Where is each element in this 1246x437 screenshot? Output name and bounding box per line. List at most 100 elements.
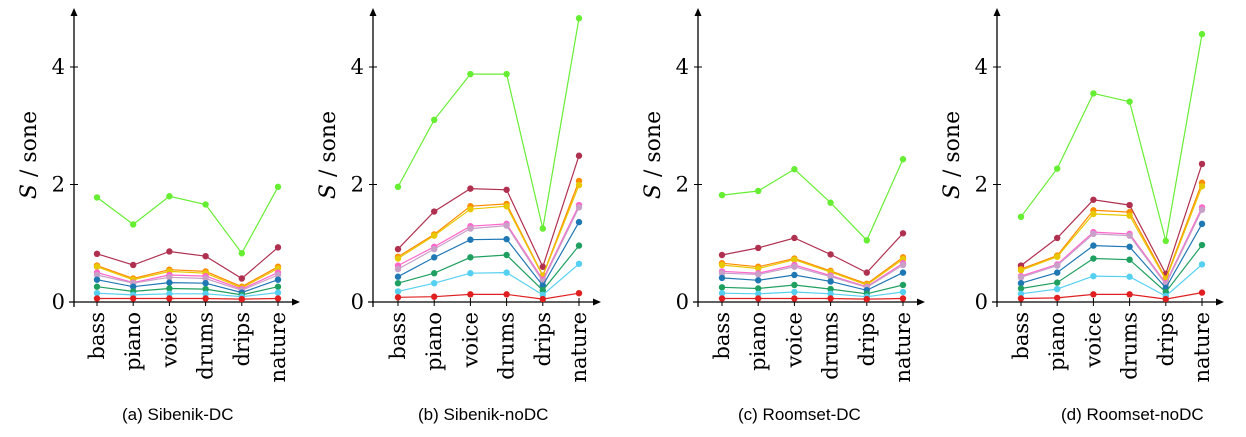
series-line-5 [1020, 209, 1203, 286]
data-point [467, 205, 474, 213]
x-category-label: piano [1045, 312, 1069, 371]
data-point [1198, 206, 1206, 213]
series-line-2 [721, 256, 904, 285]
data-point [1126, 273, 1133, 280]
x-category-label: piano [746, 312, 770, 371]
data-point [899, 156, 907, 163]
data-point [467, 236, 474, 243]
series-line-6 [721, 272, 904, 291]
y-tick-label: 2 [975, 173, 988, 197]
data-point [575, 204, 583, 211]
y-tick-label: 4 [351, 55, 364, 79]
data-point [718, 191, 726, 199]
x-axis-arrow [292, 298, 300, 306]
data-point [467, 291, 474, 298]
data-point [1017, 213, 1025, 221]
data-point [575, 181, 583, 189]
series-line-6 [397, 221, 580, 287]
data-point [1126, 98, 1133, 105]
data-point [503, 251, 510, 259]
x-category-label: drums [1118, 312, 1142, 380]
data-point [1017, 290, 1025, 297]
data-point [467, 270, 474, 277]
series-line-3 [721, 258, 904, 286]
data-point [1090, 272, 1097, 280]
data-point [503, 269, 510, 276]
data-point [1198, 220, 1206, 228]
series-line-6 [1020, 223, 1203, 289]
x-category-label: voice [1081, 312, 1105, 368]
series-line-3 [96, 266, 279, 289]
data-point [827, 199, 834, 206]
y-tick-label: 2 [351, 173, 364, 197]
data-point [1054, 253, 1061, 260]
y-axis-label: S / sone [940, 111, 965, 199]
series-line-4 [721, 262, 904, 288]
data-point [1126, 201, 1133, 209]
data-point [130, 261, 137, 269]
data-point [718, 289, 726, 297]
series-line-5 [721, 264, 904, 288]
data-point [1090, 291, 1097, 298]
chart-panel-3: 0 2 4 S / sone bass piano voice drums drips natur… [940, 8, 1224, 424]
y-axis-label-unit: / sone [641, 111, 666, 184]
data-point [827, 278, 834, 285]
y-axis-label-variable: S [17, 184, 42, 199]
y-tick-label: 2 [52, 173, 65, 197]
data-point [1126, 212, 1133, 219]
x-category-label: voice [157, 312, 181, 368]
data-point [863, 295, 870, 303]
data-point [1162, 237, 1170, 245]
x-category-label: drips [230, 312, 254, 366]
data-point [1198, 30, 1206, 38]
data-point [130, 283, 137, 290]
data-point [394, 288, 402, 295]
data-point [503, 186, 510, 193]
data-point [274, 289, 282, 296]
data-point [755, 285, 762, 292]
y-tick-label: 0 [52, 290, 65, 314]
series-line-4 [397, 204, 580, 281]
x-axis-arrow [917, 298, 925, 306]
series-line-9 [97, 297, 279, 300]
series-line-5 [96, 274, 279, 291]
data-point [1126, 232, 1133, 239]
data-point [827, 290, 834, 297]
data-point [755, 244, 762, 252]
data-point [827, 295, 834, 302]
series-line-6 [96, 279, 279, 294]
series-line-0 [397, 18, 580, 229]
data-point [1017, 285, 1025, 292]
data-point [1054, 269, 1061, 276]
data-point [718, 284, 726, 291]
y-axis-label-variable: S [641, 184, 666, 199]
chart-panel-0: 0 2 4 S / sone bass piano voice drums drips natur… [17, 8, 300, 424]
series-line-1 [1020, 163, 1203, 276]
data-point [827, 273, 834, 280]
data-point [394, 294, 402, 301]
data-point [1017, 267, 1025, 274]
series-line-5 [397, 207, 580, 283]
y-axis-arrow [694, 8, 702, 16]
data-point [431, 270, 438, 277]
series-line-9 [722, 297, 904, 300]
data-point [467, 70, 474, 78]
data-point [1126, 291, 1133, 298]
series-line-8 [721, 291, 904, 298]
x-category-label: nature [891, 312, 915, 382]
data-point [467, 225, 474, 232]
series-line-3 [397, 184, 580, 278]
data-point [274, 271, 282, 279]
data-point [899, 288, 907, 296]
data-point [1054, 285, 1061, 293]
x-category-label: bass [1009, 312, 1033, 360]
data-point [1054, 165, 1061, 172]
x-category-label: bass [85, 312, 109, 360]
chart-caption: (a) Sibenik-DC [122, 405, 233, 424]
data-point [93, 194, 101, 201]
y-axis-label: S / sone [17, 111, 42, 199]
data-point [130, 221, 137, 228]
data-point [899, 261, 907, 269]
data-point [166, 274, 173, 281]
